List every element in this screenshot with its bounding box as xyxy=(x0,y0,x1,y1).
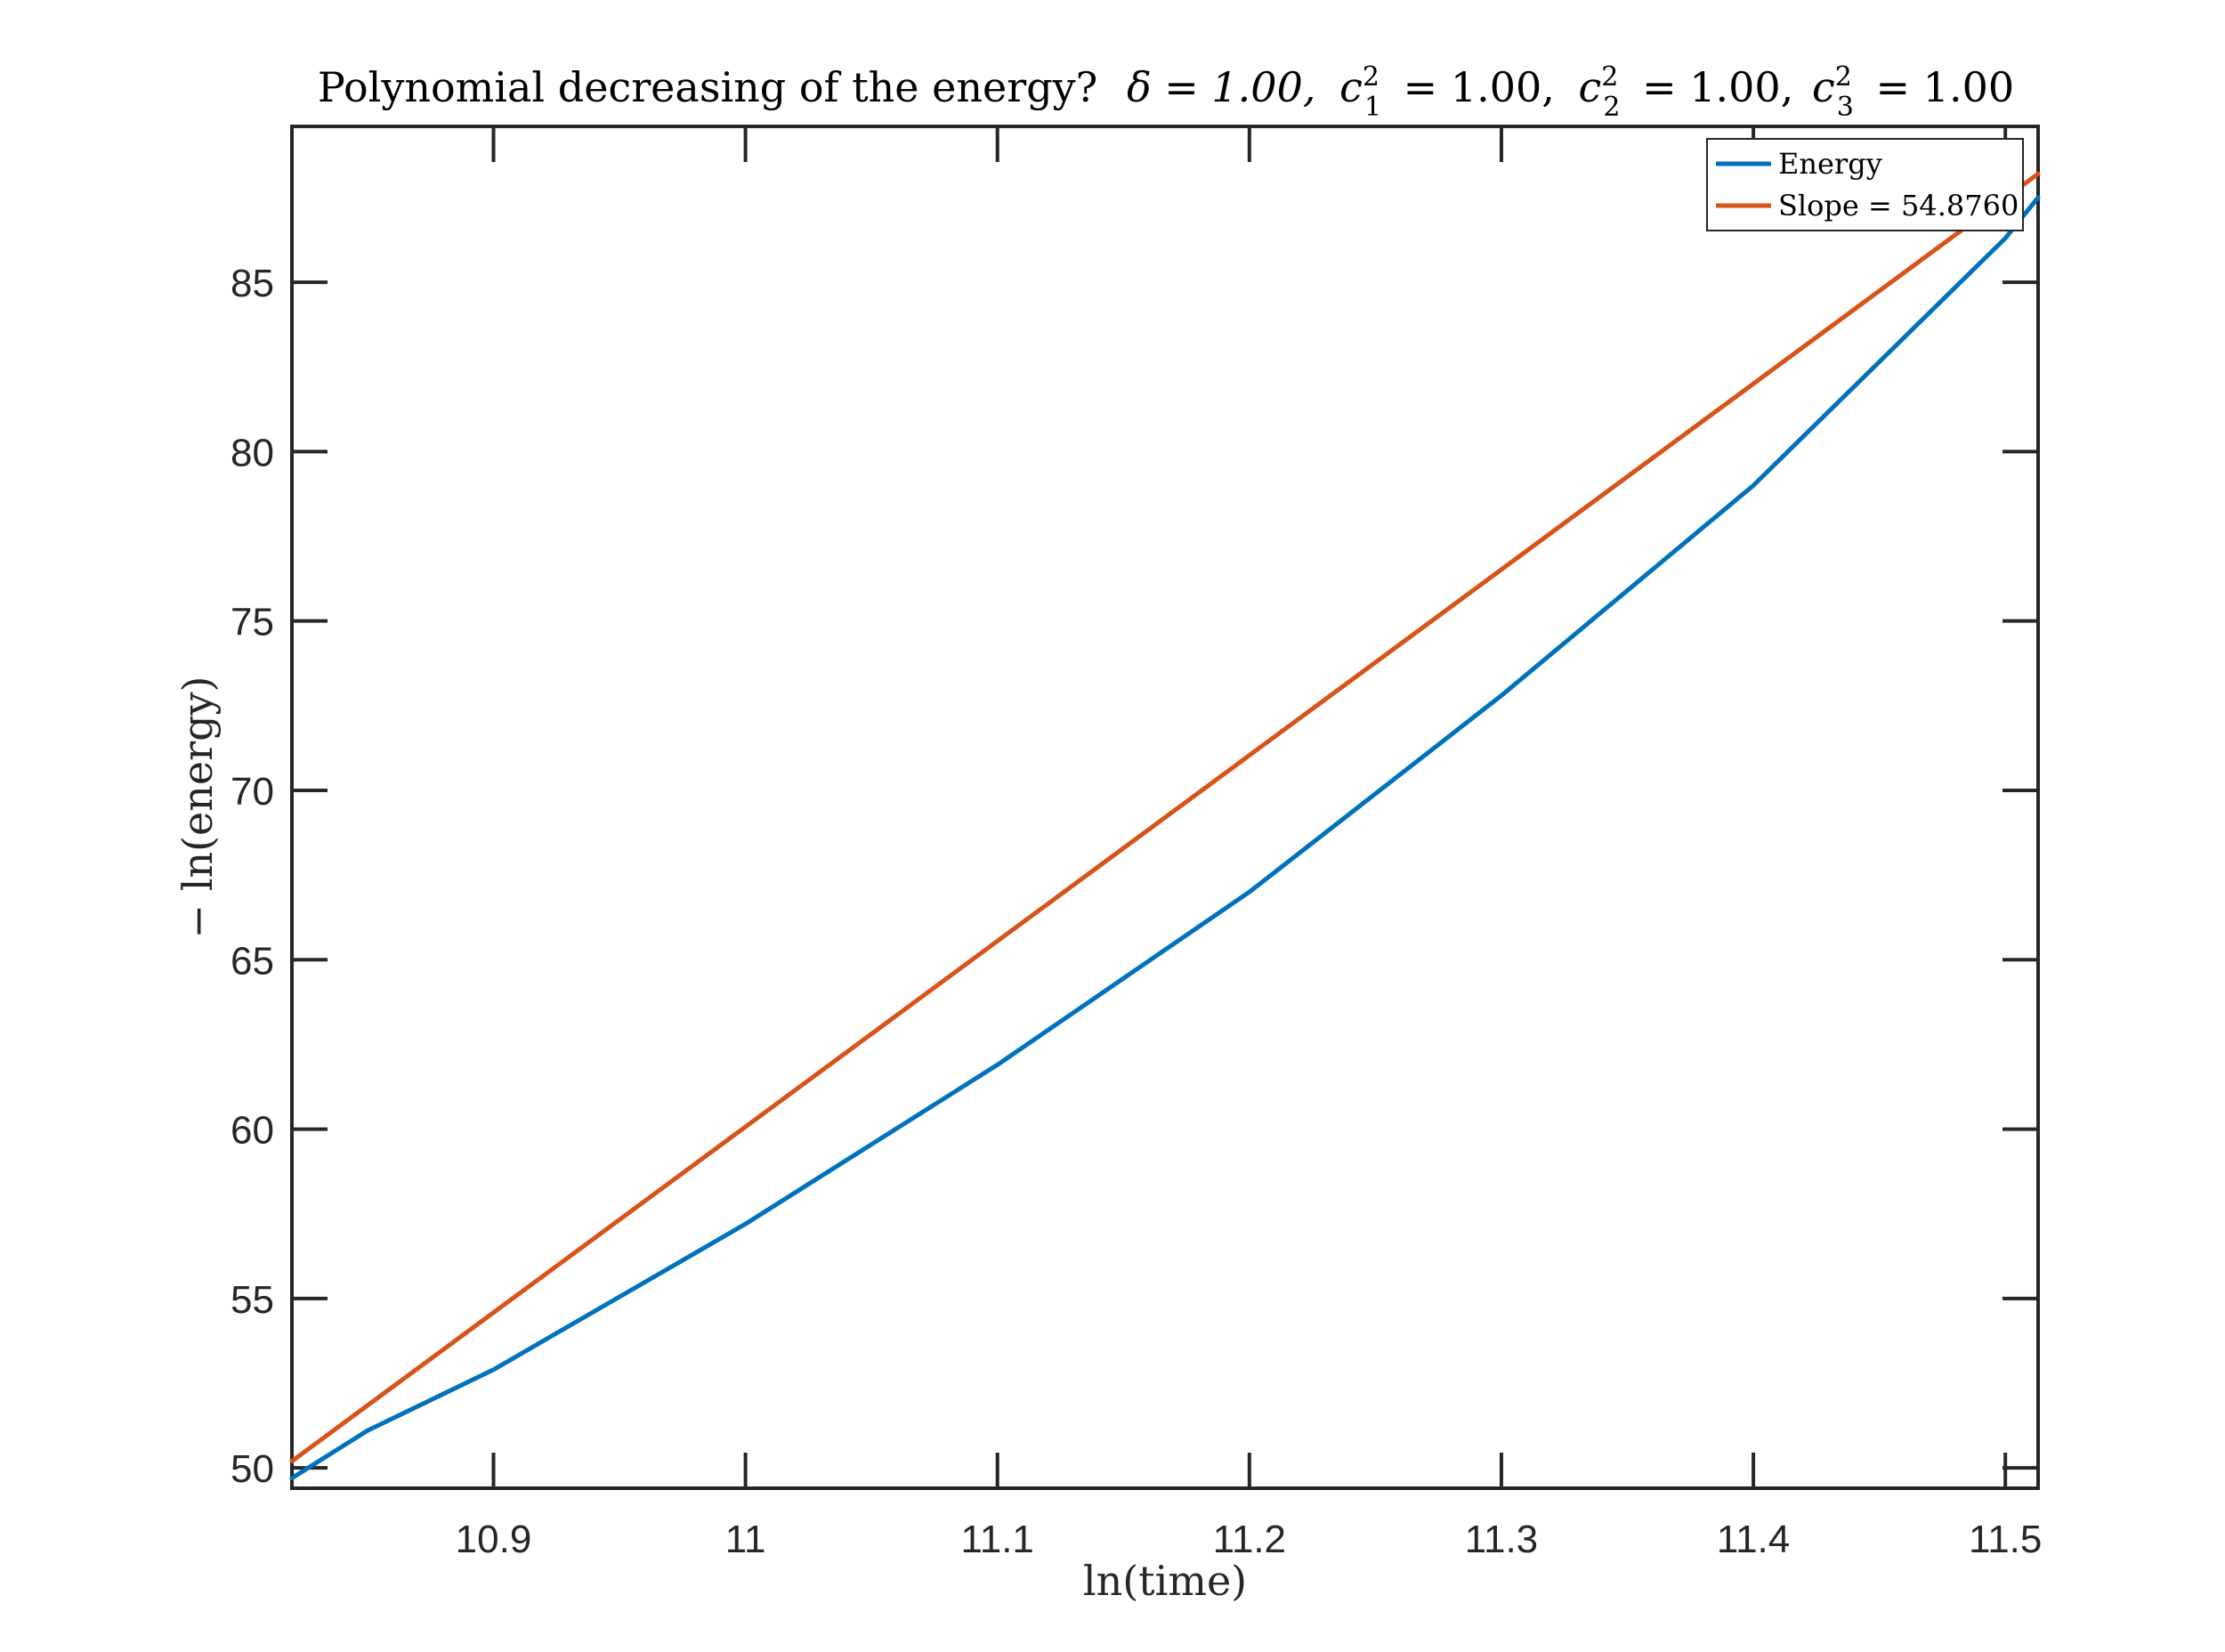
x-tick-label: 11.1 xyxy=(961,1518,1034,1561)
title-delta: δ = 1.00, xyxy=(1127,63,1316,111)
x-tick-label: 10.9 xyxy=(456,1518,532,1561)
title-c3-sub: 3 xyxy=(1837,92,1854,123)
series-line-energy xyxy=(289,195,2041,1481)
y-tick-label: 60 xyxy=(231,1109,274,1153)
title-c1-sup: 2 xyxy=(1363,61,1380,93)
x-axis-label: ln(time) xyxy=(1083,1557,1247,1605)
legend-box xyxy=(1706,138,2024,231)
title-c2-sup: 2 xyxy=(1601,61,1618,93)
title-c1-sub: 1 xyxy=(1364,92,1381,123)
title-c3-letter: c xyxy=(1812,63,1835,111)
chart-title: Polynomial decreasing of the energy? δ =… xyxy=(318,61,2014,126)
series-line-slope xyxy=(289,171,2041,1464)
title-c3-value: = 1.00 xyxy=(1876,63,2015,111)
y-tick-label: 50 xyxy=(231,1447,274,1491)
title-c2-letter: c xyxy=(1579,63,1602,111)
x-tick-label: 11.3 xyxy=(1465,1518,1538,1561)
legend-label-energy: Energy xyxy=(1778,147,1882,181)
y-axis: 50 55 60 65 70 75 80 85 xyxy=(231,262,2038,1491)
title-c2-sub: 2 xyxy=(1603,92,1620,123)
x-axis: 10.9 11 11.1 11.2 11.3 11.4 11.5 xyxy=(456,126,2042,1561)
y-tick-label: 65 xyxy=(231,939,274,983)
title-c3-sup: 2 xyxy=(1835,61,1852,93)
title-prefix: Polynomial decreasing of the energy? xyxy=(318,63,1097,111)
plot-area xyxy=(290,125,2040,1490)
y-tick-label: 55 xyxy=(231,1278,274,1322)
title-c1-value: = 1.00, xyxy=(1404,63,1555,111)
y-tick-label: 70 xyxy=(231,770,274,814)
series-layer xyxy=(289,171,2041,1481)
x-tick-label: 11.4 xyxy=(1717,1518,1790,1561)
title-c2-value: = 1.00, xyxy=(1642,63,1793,111)
x-tick-label: 11 xyxy=(725,1518,766,1561)
title-c1-letter: c xyxy=(1339,63,1363,111)
legend-label-slope: Slope = 54.8760 xyxy=(1778,189,2019,223)
y-tick-label: 75 xyxy=(231,601,274,644)
y-axis-label: − ln(energy) xyxy=(174,676,222,939)
x-tick-label: 11.2 xyxy=(1213,1518,1286,1561)
y-tick-label: 80 xyxy=(231,431,274,474)
x-tick-label: 11.5 xyxy=(1969,1518,2042,1561)
y-tick-label: 85 xyxy=(231,262,274,305)
legend: Energy Slope = 54.8760 xyxy=(1706,138,2024,231)
